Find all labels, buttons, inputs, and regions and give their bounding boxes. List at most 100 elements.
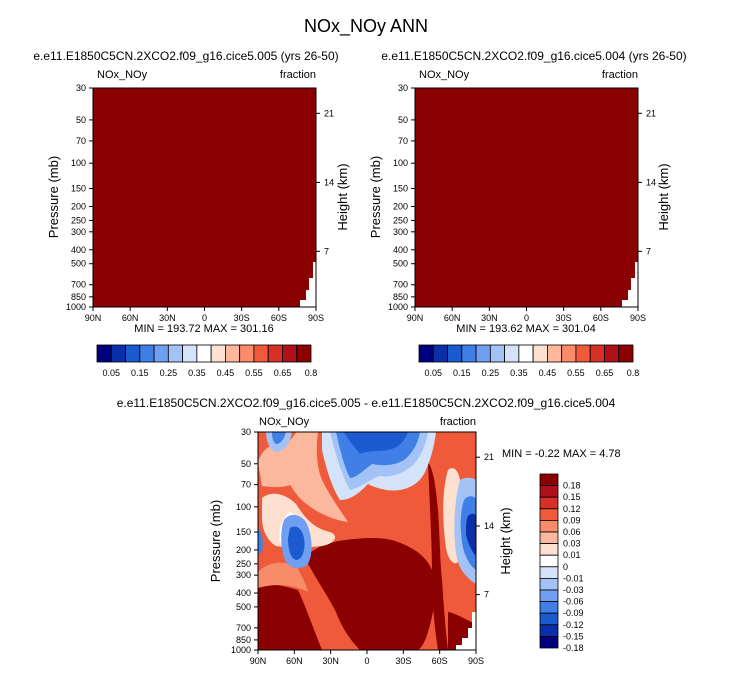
contour-dark-blue-sh: [466, 513, 476, 556]
y-tick-label: 250: [71, 215, 86, 225]
y-tick-label: 150: [71, 184, 86, 194]
colorbar-swatch: [253, 344, 269, 363]
colorbar-swatch: [539, 601, 559, 614]
contour-blue-top-left: [272, 432, 286, 444]
panel-1-missing-region: [300, 262, 316, 307]
colorbar-swatch: [224, 344, 241, 363]
colorbar-swatch: [504, 344, 520, 363]
colorbar-swatch: [110, 344, 126, 363]
y-tick-label: 300: [236, 570, 251, 580]
colorbar-label: -0.12: [563, 620, 584, 630]
figure-title: NOx_NOy ANN: [304, 16, 428, 37]
colorbar-label: 0.8: [305, 368, 318, 378]
y-tick-label: 300: [71, 227, 86, 237]
y-tick-label: 70: [398, 136, 408, 146]
colorbar-swatch: [539, 508, 559, 521]
x-tick-label: 90N: [250, 656, 267, 666]
y-tick-label: 1000: [388, 302, 408, 312]
y-tick-label: 50: [241, 459, 251, 469]
y-tick-label: 400: [236, 588, 251, 598]
colorbar-swatch: [532, 344, 548, 363]
contour-light-salmon-upper: [276, 432, 348, 522]
panel-1-right-label: fraction: [280, 69, 316, 81]
y-tick-label: 500: [393, 259, 408, 269]
colorbar-swatch: [539, 485, 559, 498]
panel-diff-ylabel-right: Height (km): [498, 507, 513, 574]
y-tick-label: 300: [393, 227, 408, 237]
x-tick-label: 60S: [271, 313, 287, 323]
x-tick-label: 30S: [395, 656, 411, 666]
panel-1: e.e11.E1850C5CN.2XCO2.f09_g16.cice5.005 …: [33, 49, 350, 335]
y-tick-label: 50: [76, 115, 86, 125]
colorbar-swatch: [296, 344, 312, 363]
colorbar-swatch: [96, 344, 112, 363]
height-tick-label: 21: [484, 452, 494, 462]
x-tick-label: 0: [364, 656, 369, 666]
panel-diff-missing-region: [456, 612, 476, 650]
x-tick-label: 90N: [407, 313, 424, 323]
height-tick-label: 7: [324, 246, 329, 256]
y-tick-label: 150: [236, 527, 251, 537]
panel-2-field: [415, 88, 638, 307]
colorbar-swatch: [539, 612, 559, 626]
x-tick-label: 60S: [432, 656, 448, 666]
colorbar-label: 0.25: [482, 368, 500, 378]
colorbar-label: 0.03: [563, 539, 581, 549]
colorbar-label: 0: [563, 562, 568, 572]
colorbar-label: 0.06: [563, 527, 581, 537]
colorbar-swatch: [196, 344, 212, 363]
colorbar-label: 0.18: [563, 481, 581, 491]
colorbar-label: -0.03: [563, 585, 584, 595]
panel-1-left-label: NOx_NOy: [97, 69, 148, 81]
panel-2-right-label: fraction: [602, 69, 638, 81]
colorbar-label: 0.55: [567, 368, 585, 378]
panel-diff-ylabel: Pressure (mb): [208, 500, 223, 582]
x-tick-label: 60N: [444, 313, 461, 323]
panel-diff-x-ticks: 90N 60N 30N 0 30S 60S 90S: [250, 650, 484, 666]
height-tick-label: 14: [324, 177, 334, 187]
panel-2-left-label: NOx_NOy: [419, 69, 470, 81]
contour-dark-red-nh-surface: [258, 584, 322, 650]
x-tick-label: 90S: [468, 656, 484, 666]
colorbar-swatch: [604, 344, 620, 363]
colorbar-label: 0.8: [627, 368, 640, 378]
colorbar-swatch: [489, 344, 506, 363]
x-tick-label: 30S: [234, 313, 250, 323]
x-tick-label: 60N: [122, 313, 139, 323]
colorbar-swatch: [539, 554, 559, 568]
x-tick-label: 0: [524, 313, 529, 323]
colorbar-label: 0.65: [596, 368, 614, 378]
panel-2-title: e.e11.E1850C5CN.2XCO2.f09_g16.cice5.004 …: [381, 49, 686, 63]
colorbar-label: 0.35: [188, 368, 206, 378]
y-tick-label: 30: [76, 83, 86, 93]
colorbar-label: -0.06: [563, 597, 584, 607]
x-tick-label: 90S: [630, 313, 646, 323]
x-tick-label: 60N: [286, 656, 303, 666]
height-tick-label: 14: [484, 521, 494, 531]
colorbar-swatch: [539, 636, 559, 649]
colorbar-swatch: [139, 344, 155, 363]
y-tick-label: 500: [236, 602, 251, 612]
y-tick-label: 30: [398, 83, 408, 93]
panel-diff-left-label: NOx_NOy: [259, 416, 310, 428]
y-tick-label: 400: [71, 245, 86, 255]
colorbar-swatch: [539, 566, 559, 579]
colorbar-label: -0.01: [563, 573, 584, 583]
colorbar-label: 0.25: [160, 368, 178, 378]
x-tick-label: 30N: [322, 656, 339, 666]
y-tick-label: 850: [393, 292, 408, 302]
height-tick-label: 7: [646, 246, 651, 256]
y-tick-label: 700: [393, 280, 408, 290]
colorbar-swatch: [418, 344, 434, 363]
colorbar-swatch: [539, 578, 559, 591]
colorbar-label: 0.65: [274, 368, 292, 378]
y-tick-label: 1000: [66, 302, 86, 312]
colorbar-swatch: [539, 543, 559, 556]
colorbar-label: 0.05: [425, 368, 443, 378]
colorbar-swatch: [539, 589, 559, 603]
colorbar-swatch: [618, 344, 634, 363]
panel-2-stats: MIN = 193.62 MAX = 301.04: [456, 323, 595, 335]
y-tick-label: 30: [241, 427, 251, 437]
x-tick-label: 0: [202, 313, 207, 323]
